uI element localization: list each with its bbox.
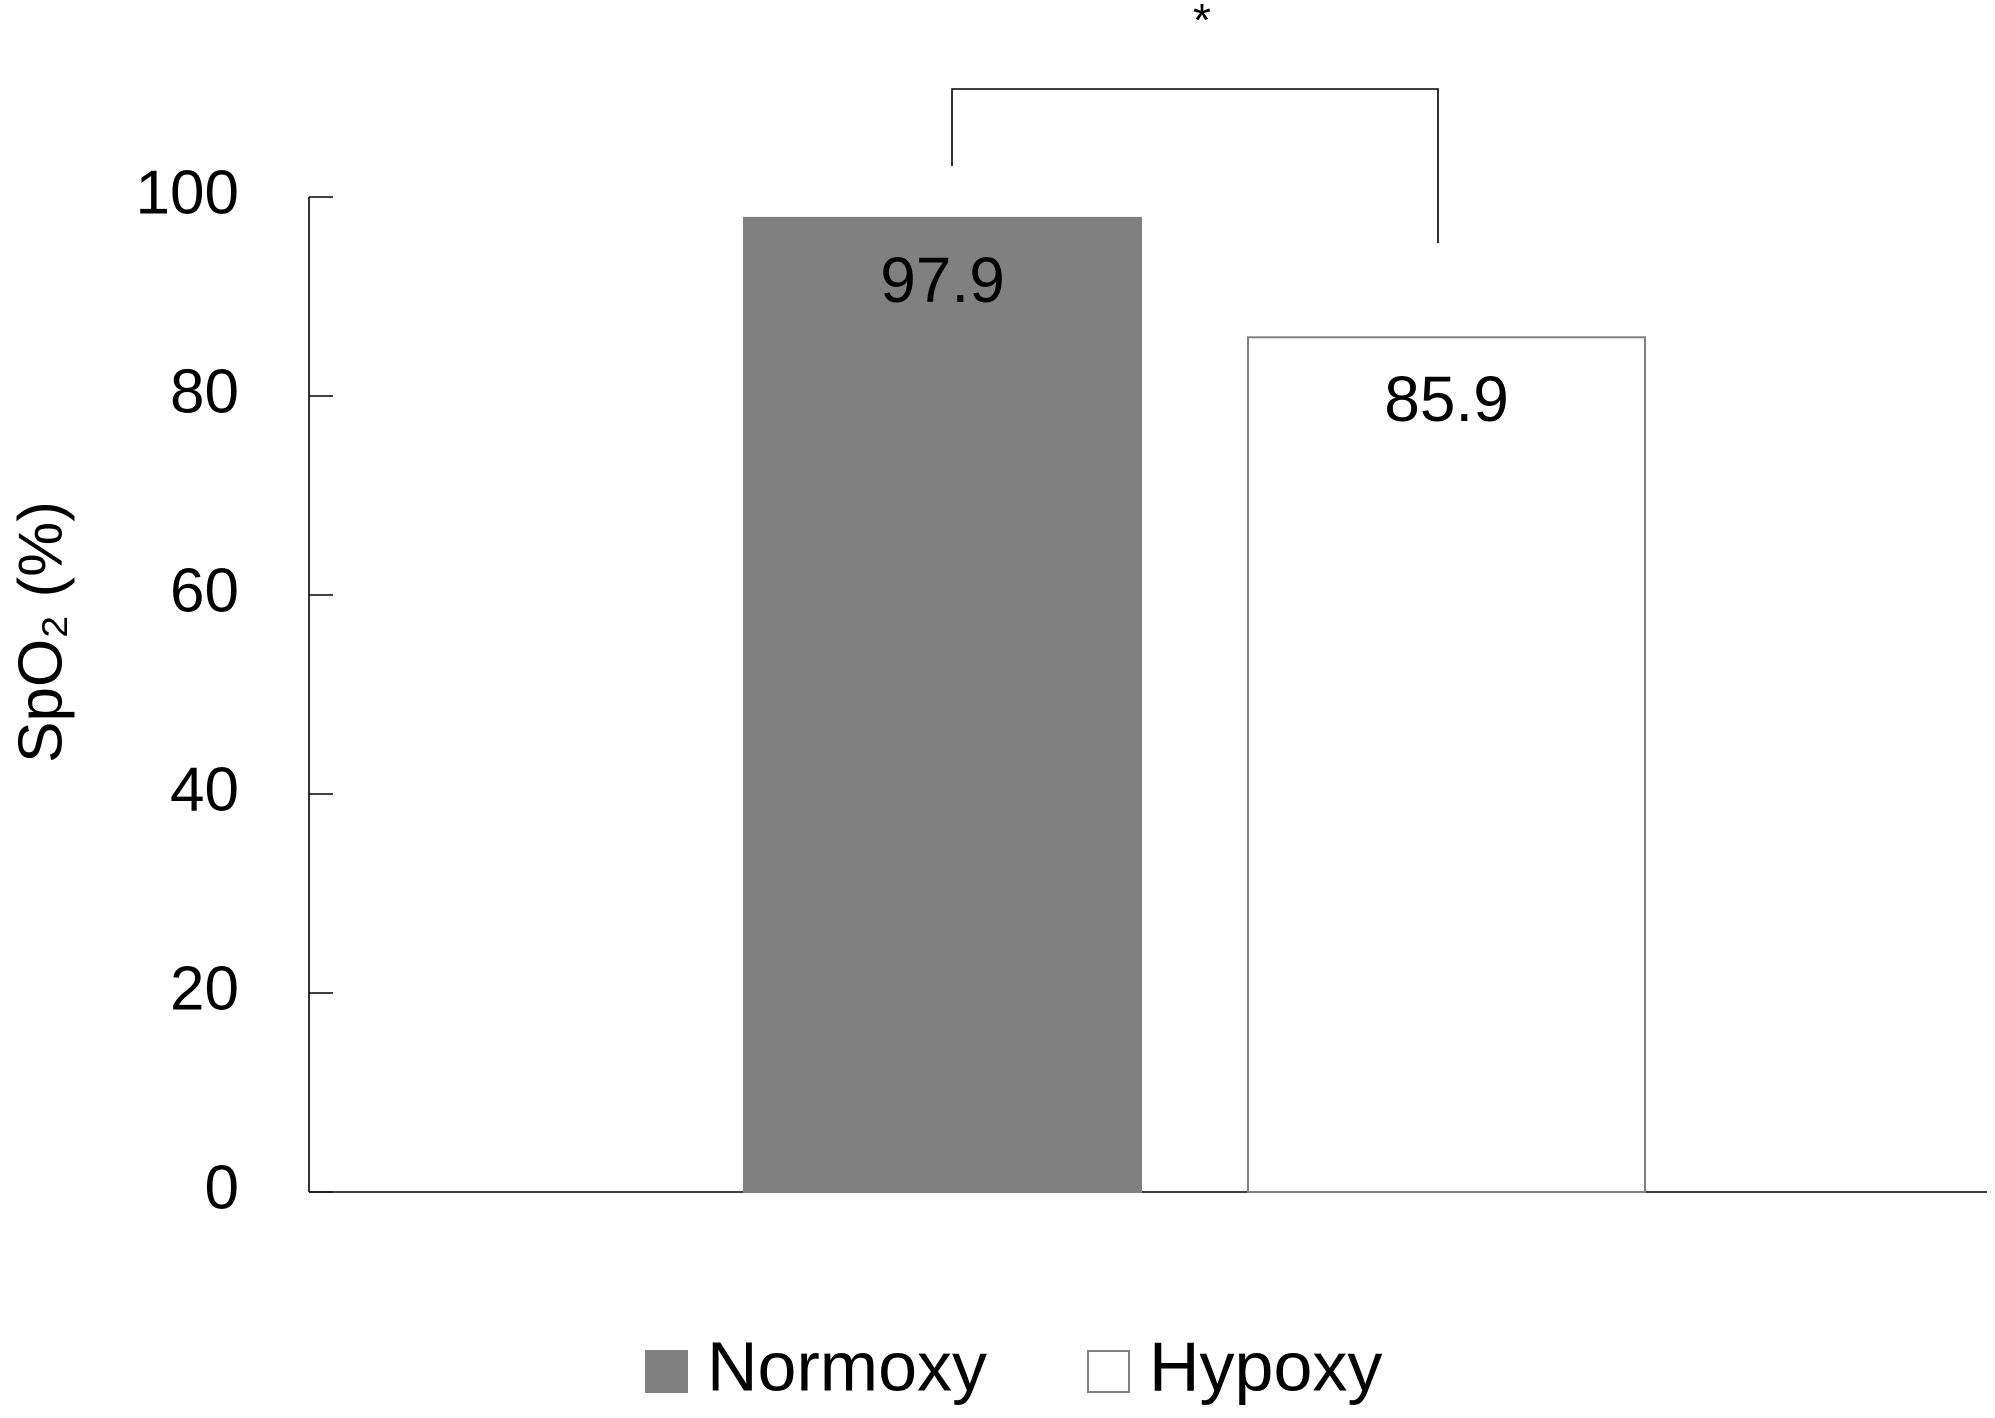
y-tick-label: 60 <box>170 556 239 625</box>
y-axis-label: SpO₂ (%) <box>6 501 75 763</box>
bar <box>743 216 1142 1193</box>
y-tick-label: 20 <box>170 954 239 1023</box>
legend-swatch <box>1087 1350 1130 1393</box>
y-tick-label: 80 <box>170 357 239 426</box>
y-tick-label: 0 <box>205 1153 239 1222</box>
y-tick-label: 40 <box>170 755 239 824</box>
bar <box>1247 336 1646 1194</box>
legend-label: Hypoxy <box>1149 1327 1382 1405</box>
y-tick-label: 100 <box>136 158 239 227</box>
data-label: 97.9 <box>880 244 1005 316</box>
data-label: 85.9 <box>1384 363 1509 435</box>
legend-label: Normoxy <box>707 1327 987 1405</box>
significance-marker: * <box>1193 0 1211 46</box>
legend-swatch <box>645 1350 688 1393</box>
significance-bracket <box>951 88 1439 243</box>
